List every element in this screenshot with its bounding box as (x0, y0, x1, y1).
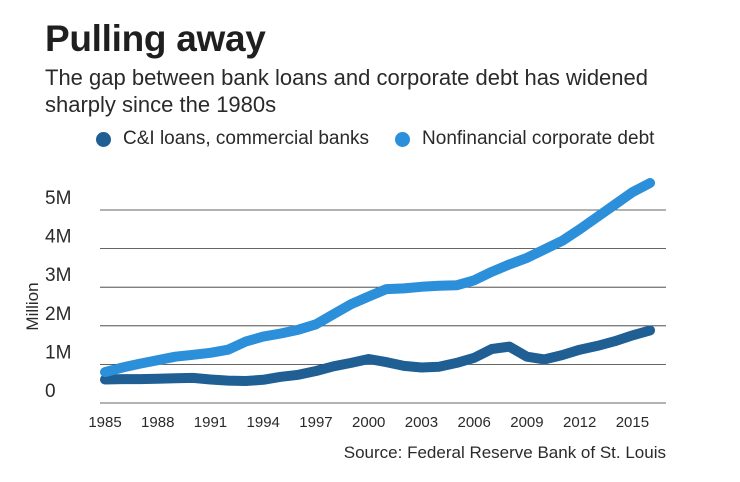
chart-subtitle: The gap between bank loans and corporate… (45, 65, 648, 117)
y-tick-label: 4M (45, 227, 71, 248)
x-tick-label: 2012 (563, 414, 596, 431)
x-tick-label: 1988 (141, 414, 174, 431)
x-tick-label: 1994 (247, 414, 280, 431)
y-axis-label: Million (23, 282, 42, 330)
legend-swatch-ci-loans (96, 131, 111, 147)
legend-swatch-corp-debt (395, 131, 411, 147)
x-tick-label: 2015 (616, 414, 649, 431)
source-note: Source: Federal Reserve Bank of St. Loui… (343, 443, 666, 462)
x-tick-label: 2006 (458, 414, 491, 431)
y-tick-label: 0 (45, 381, 56, 402)
legend-label-corp-debt: Nonfinancial corporate debt (422, 128, 655, 149)
legend: C&I loans, commercial banks Nonfinancial… (96, 128, 680, 150)
x-tick-label: 1991 (194, 414, 227, 431)
y-tick-label: 2M (45, 304, 71, 325)
legend-item-ci-loans: C&I loans, commercial banks (96, 128, 369, 150)
y-tick-label: 5M (45, 188, 71, 209)
series-line-1 (100, 178, 655, 378)
x-tick-label: 2009 (510, 414, 543, 431)
x-tick-label: 1985 (88, 414, 121, 431)
y-tick-label: 3M (45, 265, 71, 286)
legend-label-ci-loans: C&I loans, commercial banks (123, 128, 370, 149)
series-line-0 (100, 325, 655, 386)
x-tick-label: 2000 (352, 414, 385, 431)
x-tick-label: 2003 (405, 414, 438, 431)
legend-item-corp-debt: Nonfinancial corporate debt (395, 128, 654, 150)
chart-title: Pulling away (45, 18, 266, 59)
x-tick-label: 1997 (299, 414, 332, 431)
y-tick-label: 1M (45, 342, 71, 363)
